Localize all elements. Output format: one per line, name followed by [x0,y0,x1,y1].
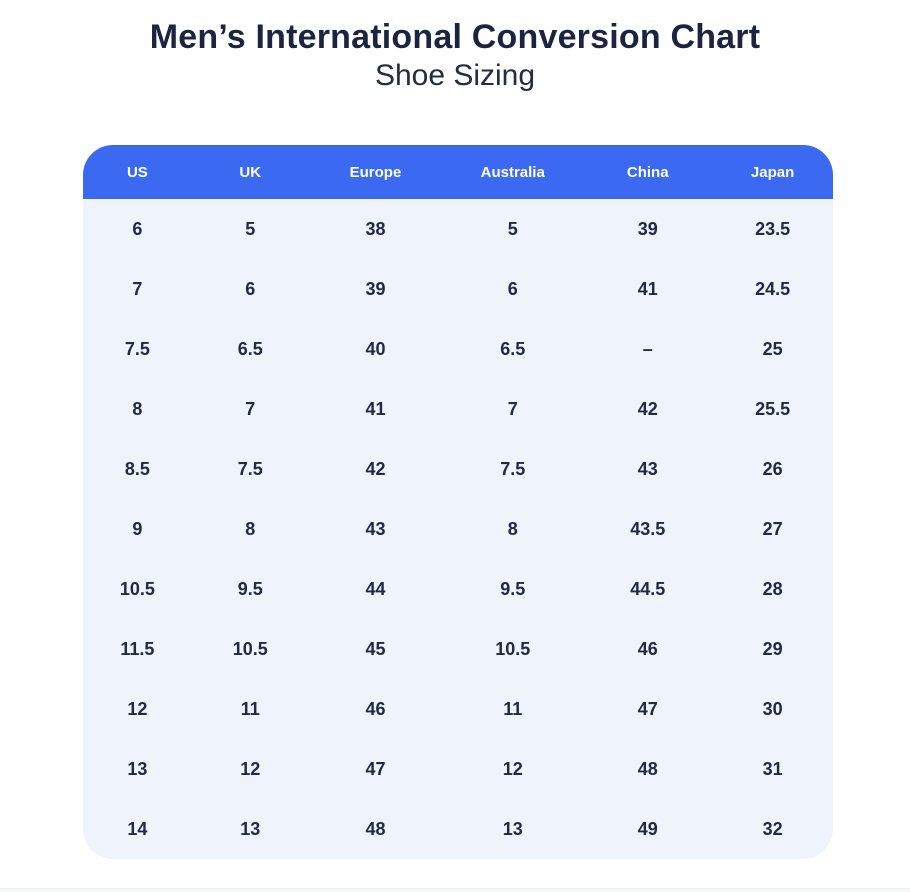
size-cell-china: 41 [583,259,713,319]
size-cell-europe: 41 [308,379,443,439]
size-cell-us: 7.5 [83,319,192,379]
size-cell-australia: 9.5 [442,559,584,619]
column-header-europe: Europe [308,145,443,199]
size-cell-uk: 11 [191,679,309,739]
size-cell-uk: 13 [191,799,309,859]
size-cell-europe: 46 [308,679,443,739]
size-cell-australia: 13 [442,799,584,859]
table-row: 12 11 46 11 47 30 [83,679,833,739]
size-cell-china: 43.5 [583,499,713,559]
table-row: 8.5 7.5 42 7.5 43 26 [83,439,833,499]
size-cell-us: 14 [83,799,192,859]
size-cell-china: 43 [583,439,713,499]
size-cell-japan: 27 [712,499,833,559]
size-cell-japan: 25 [712,319,833,379]
size-cell-australia: 10.5 [442,619,584,679]
size-cell-japan: 25.5 [712,379,833,439]
table-row: 6 5 38 5 39 23.5 [83,199,833,259]
table-row: 14 13 48 13 49 32 [83,799,833,859]
size-cell-china: 44.5 [583,559,713,619]
size-cell-china: 47 [583,679,713,739]
table-row: 7.5 6.5 40 6.5–25 [83,319,833,379]
size-cell-uk: 10.5 [191,619,309,679]
size-cell-japan: 32 [712,799,833,859]
size-cell-europe: 38 [308,199,443,259]
table-body: 6 5 38 5 39 23.5 7 6 39 6 41 24.5 7.5 6.5 40 6.5–25 8 7 41… [83,199,833,859]
size-cell-japan: 30 [712,679,833,739]
size-cell-china: 48 [583,739,713,799]
table-header-row: US UK Europe Australia China Japan [83,145,833,199]
size-cell-europe: 39 [308,259,443,319]
size-cell-uk: 7.5 [191,439,309,499]
table-row: 9 8 43 8 43.5 27 [83,499,833,559]
page-title: Men’s International Conversion Chart [149,18,761,56]
size-cell-china: 46 [583,619,713,679]
size-cell-japan: 28 [712,559,833,619]
size-cell-europe: 43 [308,499,443,559]
size-cell-uk: 6.5 [191,319,309,379]
size-cell-australia: 11 [442,679,584,739]
size-cell-europe: 44 [308,559,443,619]
page-bottom-divider [0,888,910,892]
size-cell-europe: 40 [308,319,443,379]
size-cell-us: 12 [83,679,192,739]
size-cell-australia: 6 [442,259,584,319]
column-header-australia: Australia [442,145,584,199]
table-row: 11.5 10.5 45 10.5 46 29 [83,619,833,679]
size-cell-australia: 7.5 [442,439,584,499]
size-cell-japan: 26 [712,439,833,499]
size-cell-us: 11.5 [83,619,192,679]
size-cell-europe: 47 [308,739,443,799]
size-cell-us: 7 [83,259,192,319]
size-cell-uk: 9.5 [191,559,309,619]
size-cell-china: 42 [583,379,713,439]
size-cell-australia: 5 [442,199,584,259]
size-cell-europe: 45 [308,619,443,679]
column-header-china: China [583,145,713,199]
size-cell-europe: 42 [308,439,443,499]
size-cell-us: 8.5 [83,439,192,499]
size-cell-us: 13 [83,739,192,799]
size-cell-japan: 29 [712,619,833,679]
column-header-japan: Japan [712,145,833,199]
size-cell-us: 8 [83,379,192,439]
size-cell-japan: 31 [712,739,833,799]
size-cell-uk: 6 [191,259,309,319]
table-row: 13 12 47 12 48 31 [83,739,833,799]
size-cell-uk: 8 [191,499,309,559]
size-cell-europe: 48 [308,799,443,859]
size-cell-us: 9 [83,499,192,559]
size-cell-us: 10.5 [83,559,192,619]
size-cell-uk: 12 [191,739,309,799]
column-header-us: US [83,145,192,199]
table-row: 7 6 39 6 41 24.5 [83,259,833,319]
size-cell-australia: 7 [442,379,584,439]
size-cell-uk: 7 [191,379,309,439]
shoe-size-conversion-table: US UK Europe Australia China Japan 6 5 38 5 39 23.… [83,145,833,859]
table-row: 10.5 9.5 44 9.5 44.5 28 [83,559,833,619]
size-cell-australia: 6.5 [442,319,584,379]
page-subtitle: Shoe Sizing [374,59,536,92]
size-cell-uk: 5 [191,199,309,259]
table-row: 8 7 41 7 42 25.5 [83,379,833,439]
size-cell-australia: 12 [442,739,584,799]
column-header-uk: UK [191,145,309,199]
conversion-table: US UK Europe Australia China Japan 6 5 38 5 39 23.… [83,145,833,859]
size-cell-china: 49 [583,799,713,859]
size-cell-japan: 24.5 [712,259,833,319]
size-cell-china: 39 [583,199,713,259]
size-cell-australia: 8 [442,499,584,559]
size-cell-china: – [583,319,713,379]
size-cell-us: 6 [83,199,192,259]
size-cell-japan: 23.5 [712,199,833,259]
